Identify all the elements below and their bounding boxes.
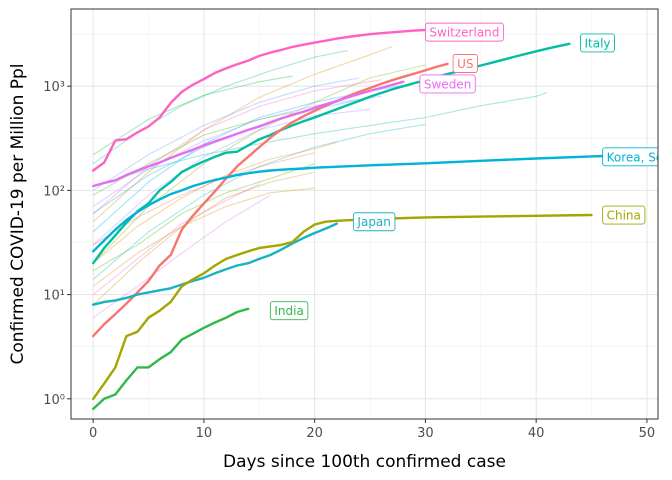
country-label-box [352, 212, 396, 232]
country-label-box [602, 205, 646, 225]
x-tick-label: 0 [89, 426, 97, 441]
series-line-korea-south [92, 153, 658, 253]
country-label-text: Japan [356, 215, 390, 229]
country-label-text: China [607, 209, 641, 223]
country-label-text: Sweden [424, 77, 471, 91]
country-label-text: Italy [584, 36, 610, 50]
background-series-line [92, 77, 360, 191]
x-tick-label: 20 [306, 426, 323, 441]
country-label-box [602, 147, 658, 167]
x-tick-label: 10 [196, 426, 213, 441]
country-label-china: China [602, 205, 646, 225]
country-label-india: India [269, 301, 309, 321]
country-label-italy: Italy [580, 33, 615, 53]
y-tick-label: 10⁰ [43, 393, 65, 408]
country-label-box [452, 54, 478, 73]
country-label-box [419, 74, 476, 94]
background-series-line [92, 183, 260, 296]
x-tick-label: 40 [528, 426, 545, 441]
country-label-text: Switzerland [429, 26, 499, 40]
background-series-line [92, 75, 293, 156]
series-line-japan [92, 222, 338, 306]
x-tick-label: 50 [639, 426, 656, 441]
country-label-box [580, 33, 615, 53]
series-line-us [92, 62, 449, 338]
country-label-text: India [274, 304, 303, 318]
background-series-line [92, 171, 315, 306]
x-axis-title: Days since 100th confirmed case [223, 452, 506, 472]
country-label-korea-south: Korea, South [602, 147, 672, 167]
country-label-japan: Japan [352, 212, 396, 232]
series-line-italy [92, 42, 571, 265]
country-label-box [424, 22, 504, 42]
background-series-line [92, 123, 426, 280]
y-tick-label: 10² [43, 184, 65, 199]
country-label-sweden: Sweden [419, 74, 476, 94]
axis-ticks: 0 10 20 30 40 50 10⁰ 10¹ 10² 10³ [43, 80, 655, 441]
country-label-box [269, 301, 309, 321]
series-line-switzerland [92, 28, 427, 172]
y-tick-label: 10¹ [43, 289, 65, 304]
y-tick-label: 10³ [43, 80, 65, 95]
background-series-line [92, 152, 315, 246]
background-series-line [92, 45, 393, 223]
country-label-text: US [457, 57, 473, 71]
grid [71, 9, 658, 419]
background-series-line [92, 187, 315, 287]
background-series-line [92, 141, 337, 264]
background-series-line [93, 91, 548, 187]
country-label-us: US [452, 54, 478, 73]
country-label-text: Korea, South [607, 150, 672, 164]
panel-border [70, 8, 659, 420]
country-label-switzerland: Switzerland [424, 22, 504, 42]
background-series-line [92, 194, 271, 319]
x-tick-label: 30 [417, 426, 434, 441]
series-line-sweden [92, 80, 405, 188]
country-labels: Switzerland Italy US Sweden Korea, South Japa… [269, 22, 672, 321]
background-series-line [92, 79, 382, 214]
y-axis-title: Confirmed COVID-19 per Million Ppl [8, 63, 28, 364]
series-line-india [92, 307, 250, 411]
highlighted-series [92, 28, 658, 411]
